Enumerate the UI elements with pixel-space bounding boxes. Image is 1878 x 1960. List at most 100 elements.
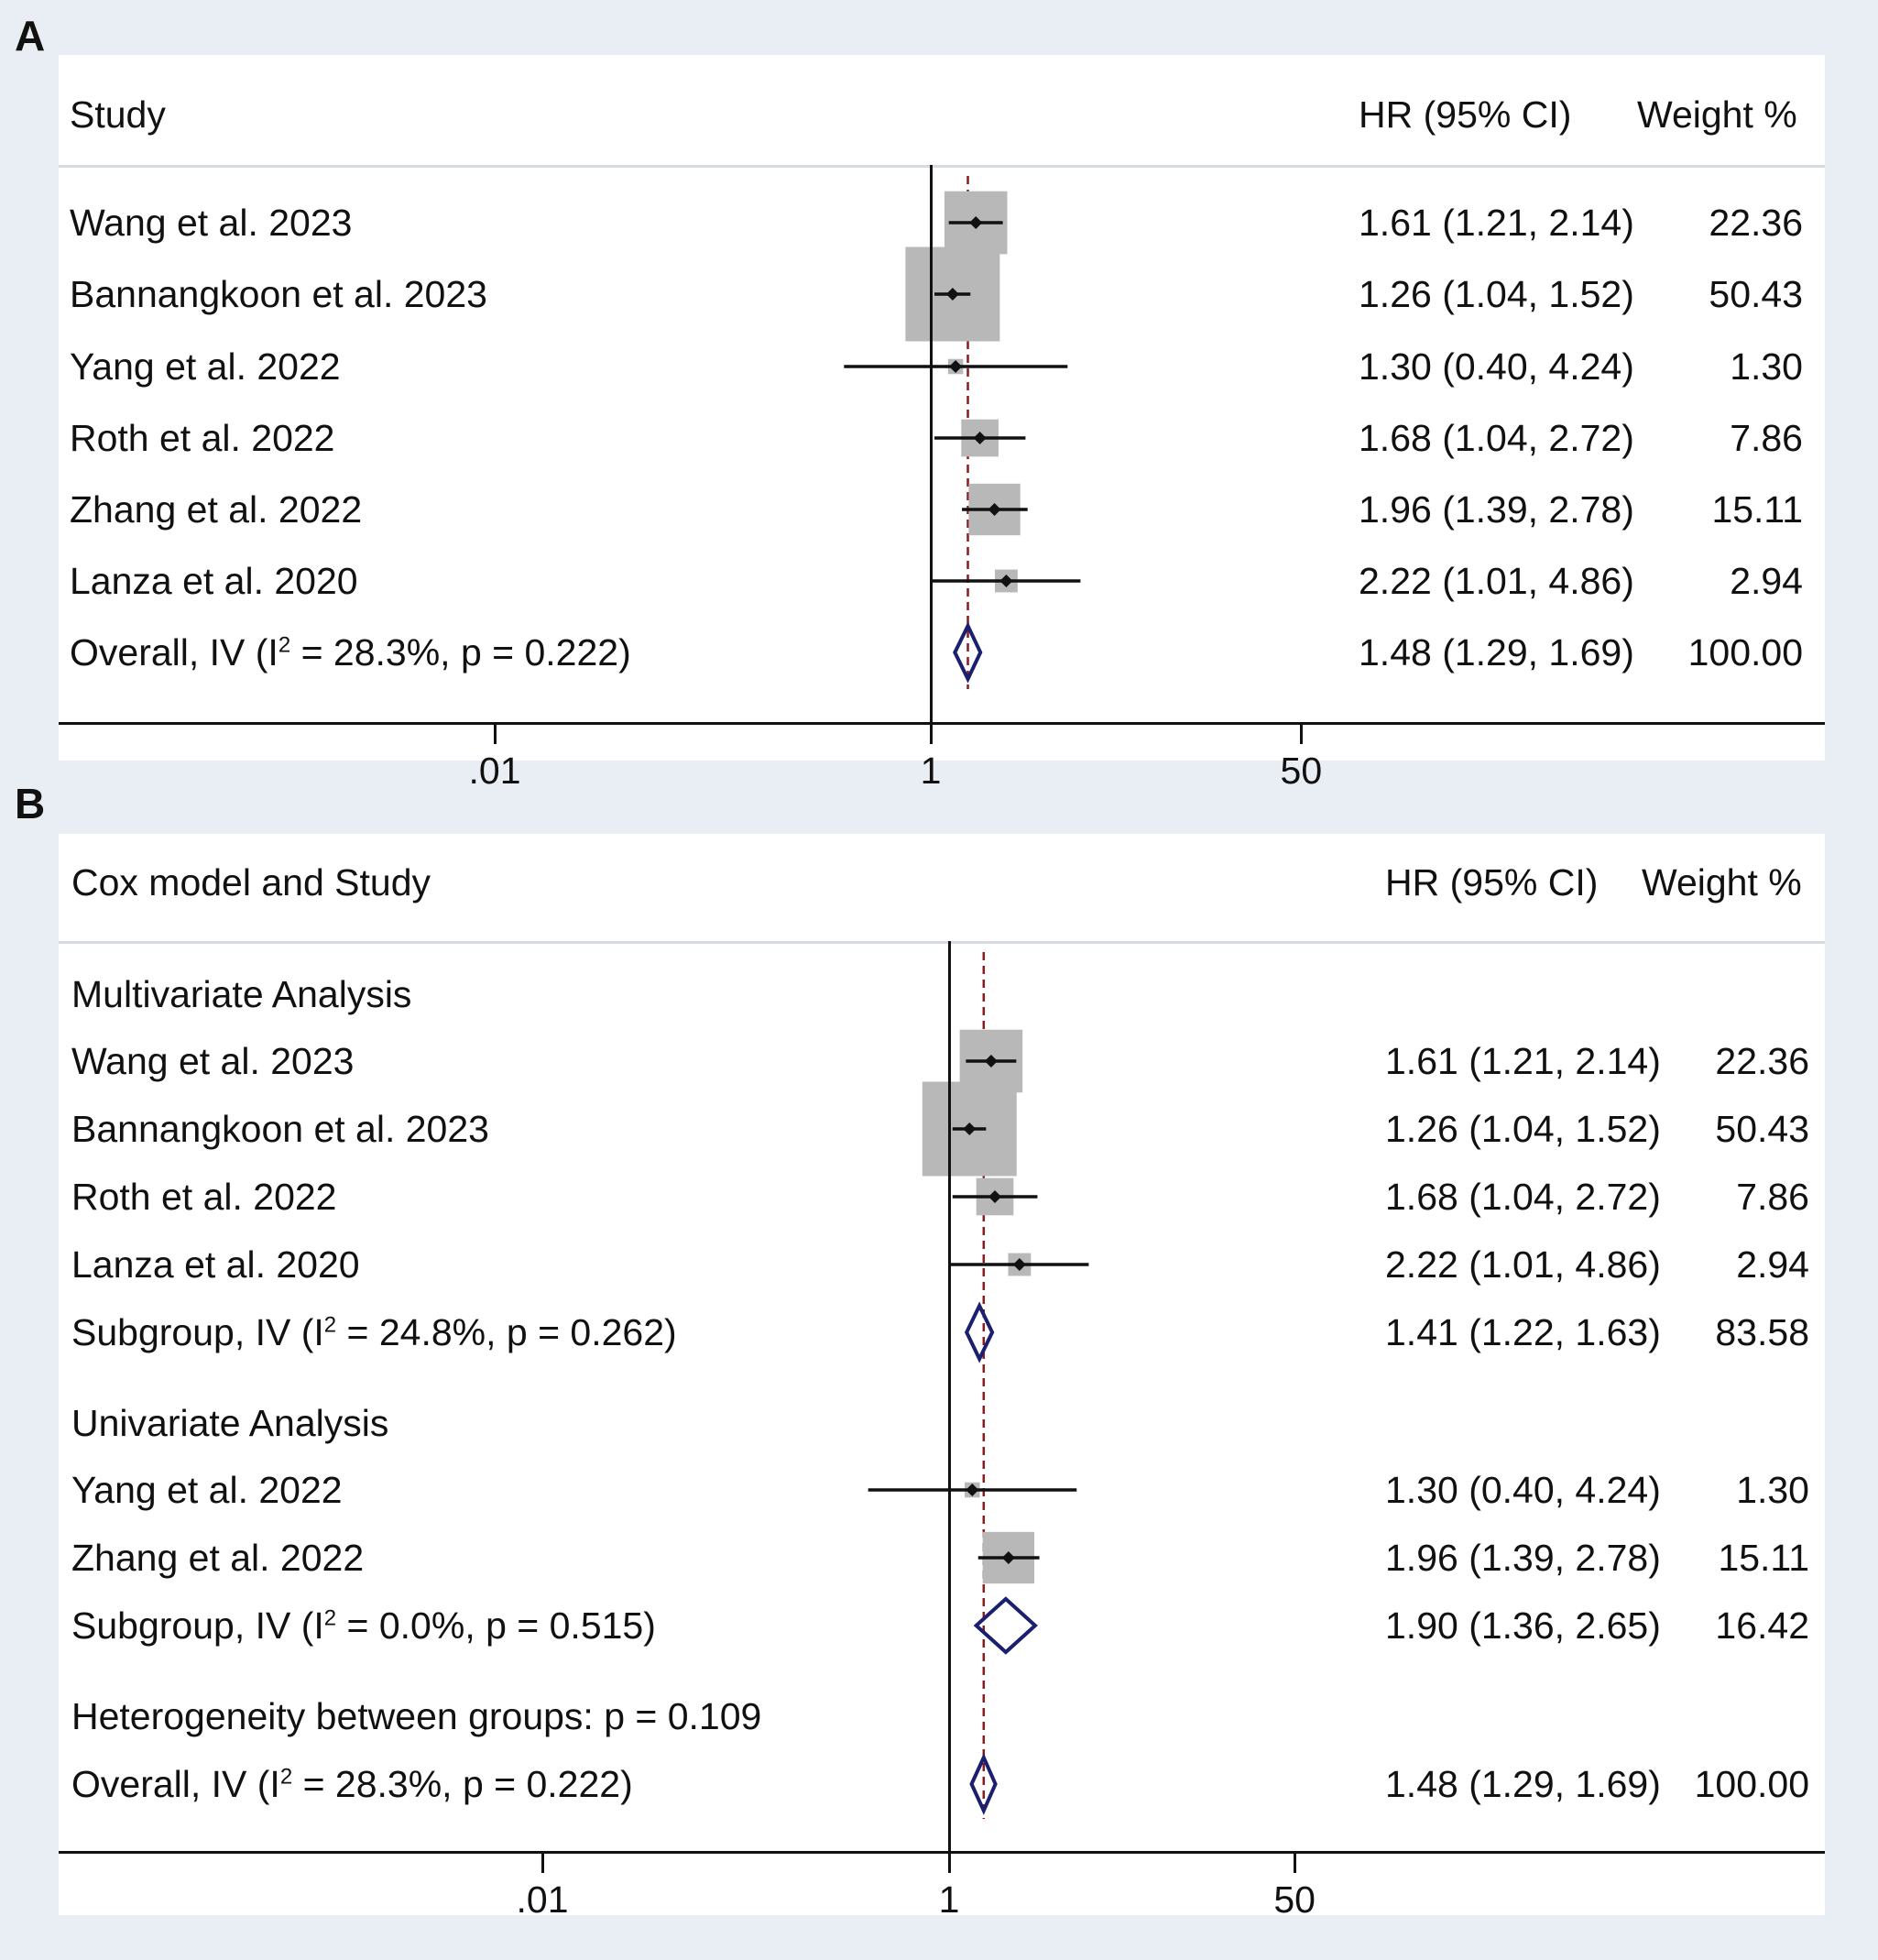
hr-ci-value: 1.61 (1.21, 2.14) [1385,1040,1661,1082]
weight-value: 16.42 [1715,1604,1809,1647]
hr-ci-value: 1.61 (1.21, 2.14) [1359,202,1634,244]
weight-value: 7.86 [1736,1176,1809,1218]
pooled-label-start: Overall, IV (I [70,631,278,673]
pooled-label: Subgroup, IV (I2 = 0.0%, p = 0.515) [71,1607,656,1645]
point-estimate [973,432,987,444]
study-label: Roth et al. 2022 [71,1176,337,1218]
x-axis-a [59,722,1825,725]
weight-value: 2.94 [1736,1243,1809,1286]
heterogeneity-note: Heterogeneity between groups: p = 0.109 [71,1695,762,1737]
x-tick-label: 50 [1280,750,1323,792]
x-tick-label: .01 [468,750,521,792]
hr-ci-value: 1.68 (1.04, 2.72) [1359,417,1634,459]
point-estimate [945,288,959,301]
point-estimate [949,360,963,373]
pooled-label-start: Subgroup, IV (I [71,1604,324,1647]
group-label: Multivariate Analysis [71,973,412,1015]
x-tick [1294,1853,1297,1873]
study-label: Roth et al. 2022 [70,417,335,459]
study-label: Yang et al. 2022 [71,1469,343,1511]
x-tick [541,1853,544,1873]
x-tick [1300,724,1304,744]
study-label: Bannangkoon et al. 2023 [71,1108,489,1150]
weight-value: 1.30 [1736,1469,1809,1511]
study-label: Yang et al. 2022 [70,345,341,388]
header-weight-b: Weight % [1642,861,1802,903]
hr-ci-value: 2.22 (1.01, 4.86) [1385,1243,1661,1286]
point-estimate [999,575,1013,587]
header-rule-b [59,941,1825,944]
forest-plot-b [59,834,1825,1915]
null-line [948,941,951,1851]
pooled-label-superscript: 2 [279,1764,293,1790]
pooled-label-superscript: 2 [323,1605,337,1631]
x-tick-label: 1 [938,1878,960,1921]
hr-ci-value: 1.68 (1.04, 2.72) [1385,1176,1661,1218]
pooled-diamond [969,1753,998,1815]
weight-value: 50.43 [1715,1108,1809,1150]
hr-ci-value: 1.48 (1.29, 1.69) [1359,631,1634,673]
hr-ci-value: 1.48 (1.29, 1.69) [1385,1763,1661,1805]
panel-label-a: A [15,12,46,60]
study-label: Bannangkoon et al. 2023 [70,273,487,315]
weight-value: 100.00 [1694,1763,1809,1805]
weight-value: 100.00 [1687,631,1803,673]
pooled-label-end: = 0.0%, p = 0.515) [336,1604,656,1647]
header-hr-b: HR (95% CI) [1385,861,1599,903]
hr-ci-value: 1.30 (0.40, 4.24) [1359,345,1634,388]
x-tick [930,724,933,744]
point-estimate [1001,1551,1015,1564]
study-label: Wang et al. 2023 [71,1040,355,1082]
hr-ci-value: 2.22 (1.01, 4.86) [1359,560,1634,602]
point-estimate [1012,1258,1026,1271]
forest-plot-a [59,55,1825,761]
pooled-label-end: = 28.3%, p = 0.222) [292,1763,633,1805]
hr-ci-value: 1.96 (1.39, 2.78) [1359,488,1634,531]
point-estimate [988,503,1001,516]
study-label: Lanza et al. 2020 [71,1243,360,1286]
header-study-a: Study [70,93,166,136]
point-estimate [988,1190,1002,1203]
weight-value: 22.36 [1715,1040,1809,1082]
weight-value: 1.30 [1730,345,1803,388]
weight-value: 83.58 [1715,1311,1809,1353]
pooled-label-superscript: 2 [278,632,291,658]
weight-value: 50.43 [1709,273,1803,315]
study-label: Zhang et al. 2022 [70,488,363,531]
header-hr-a: HR (95% CI) [1359,93,1572,136]
group-label: Univariate Analysis [71,1402,389,1444]
pooled-diamond [953,621,983,684]
x-tick [948,1853,951,1873]
hr-ci-value: 1.30 (0.40, 4.24) [1385,1469,1661,1511]
header-weight-a: Weight % [1637,93,1797,136]
header-study-b: Cox model and Study [71,861,431,903]
pooled-diamond [964,1301,995,1363]
study-label: Zhang et al. 2022 [71,1537,365,1579]
pooled-label: Overall, IV (I2 = 28.3%, p = 0.222) [70,634,631,672]
pooled-label-end: = 24.8%, p = 0.262) [336,1311,677,1353]
study-label: Lanza et al. 2020 [70,560,358,602]
x-tick [494,724,497,744]
x-axis-b [59,1851,1825,1854]
pooled-diamond [973,1596,1038,1655]
point-estimate [984,1055,998,1068]
x-tick-label: 1 [920,750,942,792]
weight-value: 15.11 [1711,488,1803,531]
hr-ci-value: 1.41 (1.22, 1.63) [1385,1311,1661,1353]
panel-label-b: B [15,780,46,827]
pooled-label: Subgroup, IV (I2 = 24.8%, p = 0.262) [71,1314,677,1352]
hr-ci-value: 1.96 (1.39, 2.78) [1385,1537,1661,1579]
point-estimate [963,1122,977,1135]
x-tick-label: 50 [1273,1878,1316,1921]
null-line [930,165,933,722]
pooled-label-end: = 28.3%, p = 0.222) [290,631,631,673]
hr-ci-value: 1.90 (1.36, 2.65) [1385,1604,1661,1647]
x-tick-label: .01 [516,1878,569,1921]
weight-value: 7.86 [1730,417,1803,459]
point-estimate [966,1484,979,1496]
pooled-label-superscript: 2 [323,1312,337,1338]
point-estimate [969,216,983,229]
weight-value: 22.36 [1709,202,1803,244]
